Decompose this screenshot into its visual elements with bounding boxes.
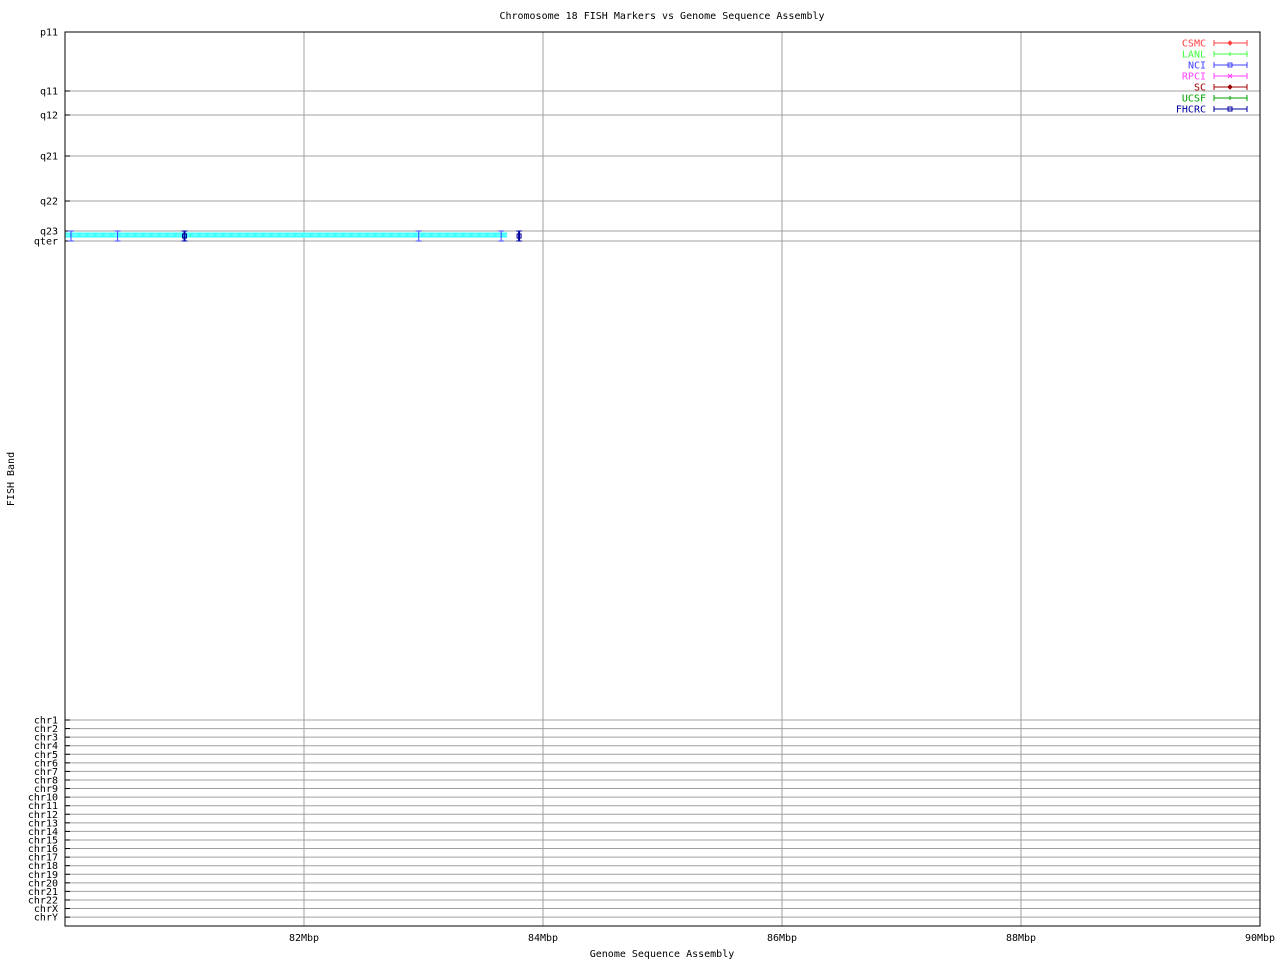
data-point-nci: [67, 230, 74, 242]
chr-tick-label: chr13: [28, 818, 58, 829]
data-point-nci: [114, 230, 121, 242]
y-tick-label: p11: [40, 28, 58, 39]
legend-label: SC: [1194, 83, 1206, 94]
chart-title: Chromosome 18 FISH Markers vs Genome Seq…: [499, 11, 824, 22]
legend-label: UCSF: [1182, 94, 1206, 105]
y-tick-label: q23: [40, 227, 58, 238]
y-tick-label: q11: [40, 87, 58, 98]
legend-marker: [1227, 62, 1233, 68]
chr-tick-label: chr20: [28, 878, 58, 889]
chr-tick-label: chr4: [34, 741, 58, 752]
chr-tick-label: chr17: [28, 853, 58, 864]
data-marks: [65, 230, 523, 242]
chr-tick-label: chrX: [34, 904, 58, 915]
chr-tick-label: chr22: [28, 895, 58, 906]
y-axis-label: FISH Band: [6, 452, 17, 506]
chr-tick-label: chr12: [28, 810, 58, 821]
chr-tick-label: chr21: [28, 887, 58, 898]
chr-tick-label: chr10: [28, 793, 58, 804]
chr-tick-label: chr16: [28, 844, 58, 855]
grid: 82Mbp 84Mbp 86Mbp 88Mbp 90Mbp p11 q11 q12 q21 q22…: [28, 28, 1275, 945]
chr-tick-label: chrY: [34, 913, 58, 924]
chr-tick-label: chr5: [34, 750, 58, 761]
y-tick-label: q21: [40, 152, 58, 163]
legend-marker: [1227, 84, 1233, 90]
data-point-fhcrc: [181, 230, 188, 242]
x-axis-label: Genome Sequence Assembly: [590, 949, 735, 960]
x-tick-label: 86Mbp: [767, 933, 797, 944]
legend-label: NCI: [1188, 61, 1206, 72]
legend-label: LANL: [1182, 50, 1206, 61]
legend-label: CSMC: [1182, 39, 1206, 50]
y-tick-label: qter: [34, 237, 58, 248]
chr-tick-label: chr9: [34, 784, 58, 795]
legend-label: FHCRC: [1176, 105, 1206, 116]
chr-tick-label: chr19: [28, 870, 58, 881]
data-point-nci: [498, 230, 505, 242]
square-marker: [182, 233, 187, 239]
chr-tick-label: chr3: [34, 733, 58, 744]
x-tick-label: 90Mbp: [1245, 933, 1275, 944]
chr-tick-label: chr14: [28, 827, 58, 838]
chr-tick-label: chr1: [34, 716, 58, 727]
x-tick-label: 82Mbp: [289, 933, 319, 944]
chr-tick-label: chr6: [34, 758, 58, 769]
chr-tick-label: chr18: [28, 861, 58, 872]
y-tick-label: q12: [40, 111, 58, 122]
y-tick-label: q22: [40, 197, 58, 208]
chr-tick-label: chr11: [28, 801, 58, 812]
plot-frame: [64, 31, 1261, 927]
chr-tick-label: chr8: [34, 775, 58, 786]
legend-marker: [1227, 73, 1233, 79]
chr-tick-label: chr2: [34, 724, 58, 735]
chr-tick-label: chr15: [28, 835, 58, 846]
legend-marker: [1227, 106, 1233, 112]
legend-label: RPCI: [1182, 72, 1206, 83]
legend-marker: [1227, 40, 1233, 46]
square-marker: [516, 233, 522, 239]
data-point-nci: [415, 230, 422, 242]
chr-tick-label: chr7: [34, 767, 58, 778]
x-tick-label: 88Mbp: [1006, 933, 1036, 944]
data-point-fhcrc: [516, 230, 523, 242]
x-tick-label: 84Mbp: [528, 933, 558, 944]
